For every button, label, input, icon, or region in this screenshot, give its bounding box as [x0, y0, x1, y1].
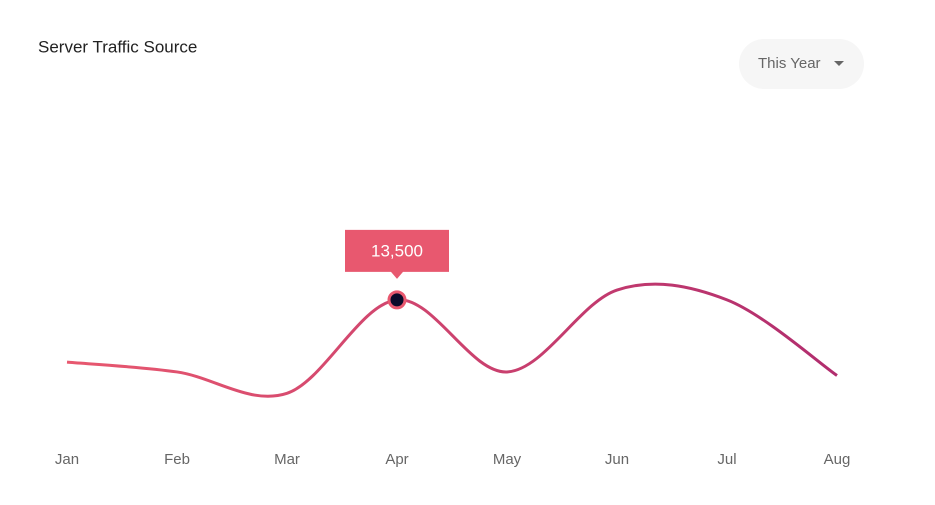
x-tick-label: Aug [824, 451, 851, 468]
line [66, 282, 838, 398]
x-tick-label: Jul [717, 451, 736, 468]
x-tick-label: Feb [164, 451, 190, 468]
x-tick-label: Jan [55, 451, 79, 468]
dropdown-caret[interactable] [834, 61, 844, 66]
x-tick-label: May [493, 451, 522, 468]
tooltip-bg [345, 229, 449, 279]
point-marker [387, 290, 407, 310]
x-tick-label: Apr [385, 451, 408, 468]
dropdown-bg[interactable] [739, 39, 864, 89]
x-tick-label: Mar [274, 451, 300, 468]
dropdown-label[interactable]: This Year [758, 55, 821, 72]
tooltip-label: 13,500 [371, 241, 423, 260]
chart-title: Server Traffic Source [38, 37, 197, 56]
x-tick-label: Jun [605, 451, 629, 468]
period-dropdown[interactable]: This Year [739, 39, 864, 89]
